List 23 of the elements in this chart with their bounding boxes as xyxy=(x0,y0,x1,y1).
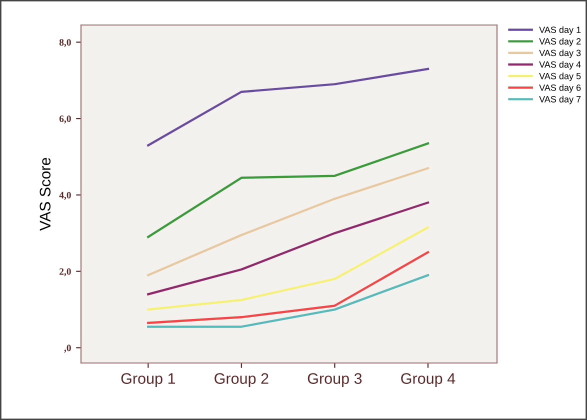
legend-label: VAS day 7 xyxy=(539,96,581,104)
line-series xyxy=(147,167,430,276)
legend-label: VAS day 3 xyxy=(539,50,581,58)
legend-label: VAS day 4 xyxy=(539,61,581,70)
y-axis-title: VAS Score xyxy=(40,158,51,231)
line-series xyxy=(147,226,430,311)
legend-label: VAS day 1 xyxy=(539,26,581,35)
x-tick-label: Group 1 xyxy=(121,373,176,387)
y-tick-label: 4,0 xyxy=(59,192,71,200)
legend-label: VAS day 6 xyxy=(539,84,581,93)
y-tick-label: ,0 xyxy=(64,344,71,353)
legend-label: VAS day 5 xyxy=(539,72,581,82)
x-tick-label: Group 3 xyxy=(308,373,362,387)
x-tick-label: Group 2 xyxy=(214,373,268,387)
legend-label: VAS day 2 xyxy=(539,38,581,46)
line-series xyxy=(147,68,430,146)
x-tick-label: Group 4 xyxy=(401,373,456,387)
y-tick-label: 2,0 xyxy=(60,268,71,276)
line-series xyxy=(147,142,430,238)
y-tick-label: 6,0 xyxy=(59,115,71,124)
line-series xyxy=(147,201,430,296)
line-series xyxy=(147,251,430,324)
y-tick-label: 8,0 xyxy=(59,39,71,48)
